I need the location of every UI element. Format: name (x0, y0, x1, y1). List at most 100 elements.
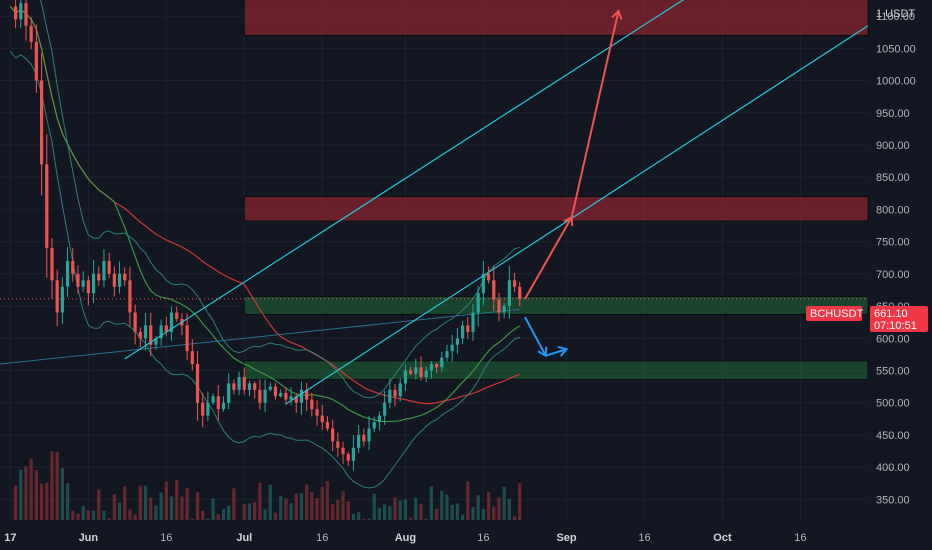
candle-body[interactable] (138, 331, 142, 339)
candle-body[interactable] (507, 280, 511, 307)
candle-body[interactable] (357, 434, 361, 448)
candle-body[interactable] (341, 447, 345, 455)
candle-body[interactable] (299, 389, 304, 403)
drawings[interactable] (124, 0, 869, 405)
candle-body[interactable] (55, 280, 59, 313)
candle-body[interactable] (39, 80, 44, 165)
candle-body[interactable] (497, 299, 501, 313)
candle-body[interactable] (388, 389, 392, 403)
candle-body[interactable] (86, 280, 90, 294)
time-axis[interactable]: 17 Jun 16 Jul 16 Aug 16 Sep 16 Oct 16 (4, 532, 806, 544)
candle-body[interactable] (305, 389, 309, 400)
candle-body[interactable] (325, 422, 330, 429)
candle-body[interactable] (107, 260, 111, 274)
candle-body[interactable] (60, 286, 64, 313)
candle-body[interactable] (455, 338, 460, 345)
candle-body[interactable] (175, 312, 179, 319)
candle-body[interactable] (440, 357, 444, 368)
candle-body[interactable] (24, 3, 28, 26)
candle-body[interactable] (185, 325, 189, 352)
candle-body[interactable] (91, 273, 96, 294)
candle-body[interactable] (450, 344, 454, 352)
candle-body[interactable] (159, 325, 163, 339)
candle-body[interactable] (383, 402, 387, 416)
candle-body[interactable] (216, 396, 220, 410)
candle-body[interactable] (471, 312, 475, 332)
candle-body[interactable] (403, 370, 408, 384)
candle-body[interactable] (154, 338, 158, 345)
candlesticks[interactable] (13, 0, 522, 471)
candle-body[interactable] (50, 248, 54, 281)
candle-body[interactable] (460, 325, 465, 339)
candle-body[interactable] (336, 441, 340, 448)
candle-body[interactable] (377, 415, 382, 423)
candle-body[interactable] (97, 273, 101, 281)
candle-body[interactable] (268, 386, 272, 390)
candle-body[interactable] (232, 383, 236, 390)
support-zone[interactable] (243, 295, 869, 315)
candle-body[interactable] (128, 280, 132, 313)
candle-body[interactable] (45, 164, 49, 249)
candle-body[interactable] (263, 389, 267, 403)
candle-body[interactable] (206, 402, 210, 416)
candle-body[interactable] (133, 312, 137, 332)
candle-body[interactable] (310, 399, 314, 410)
resistance-zone[interactable] (243, 196, 869, 222)
candle-body[interactable] (169, 312, 174, 332)
candle-body[interactable] (253, 383, 257, 390)
candle-body[interactable] (393, 389, 397, 397)
candle-body[interactable] (486, 273, 491, 281)
candle-body[interactable] (34, 41, 38, 81)
candle-body[interactable] (29, 25, 33, 42)
candle-body[interactable] (429, 364, 434, 371)
candle-body[interactable] (502, 306, 506, 313)
candle-body[interactable] (13, 6, 18, 20)
candle-body[interactable] (315, 409, 319, 416)
candle-body[interactable] (279, 393, 283, 397)
candle-body[interactable] (71, 260, 75, 274)
candle-body[interactable] (284, 393, 288, 400)
candle-body[interactable] (408, 370, 413, 374)
candle-body[interactable] (362, 434, 366, 442)
symbol-price-tag[interactable]: BCHUSDT 661.10 07:10:51 (806, 306, 928, 332)
candle-body[interactable] (221, 402, 226, 410)
candle-body[interactable] (398, 383, 402, 397)
candle-body[interactable] (372, 422, 376, 429)
candle-body[interactable] (149, 325, 153, 345)
candle-body[interactable] (242, 376, 246, 390)
candle-body[interactable] (476, 293, 480, 313)
candle-body[interactable] (258, 389, 262, 403)
candle-body[interactable] (102, 260, 106, 281)
candle-body[interactable] (201, 402, 205, 416)
candle-body[interactable] (247, 383, 252, 390)
candle-body[interactable] (143, 325, 148, 339)
candle-body[interactable] (320, 415, 324, 423)
candle-body[interactable] (424, 370, 428, 377)
candle-body[interactable] (419, 367, 423, 377)
candle-body[interactable] (81, 280, 85, 287)
candle-body[interactable] (273, 386, 278, 397)
candle-body[interactable] (211, 396, 215, 403)
channel-trend-line[interactable] (285, 25, 869, 405)
candle-body[interactable] (367, 428, 371, 442)
candle-body[interactable] (445, 351, 449, 358)
candle-body[interactable] (195, 364, 200, 403)
candle-body[interactable] (414, 367, 418, 374)
candle-body[interactable] (294, 396, 298, 403)
candle-body[interactable] (492, 280, 496, 300)
candle-body[interactable] (434, 364, 439, 368)
candle-body[interactable] (190, 351, 194, 365)
candle-body[interactable] (112, 273, 116, 287)
channel-trend-line[interactable] (124, 0, 738, 360)
candle-body[interactable] (466, 325, 470, 332)
candle-body[interactable] (481, 273, 485, 294)
candle-body[interactable] (65, 260, 70, 287)
candle-body[interactable] (227, 383, 231, 403)
candle-body[interactable] (237, 376, 241, 390)
candle-body[interactable] (123, 273, 127, 281)
candle-body[interactable] (512, 280, 517, 287)
candle-body[interactable] (117, 273, 122, 287)
candle-body[interactable] (164, 325, 168, 332)
candle-body[interactable] (518, 286, 522, 299)
